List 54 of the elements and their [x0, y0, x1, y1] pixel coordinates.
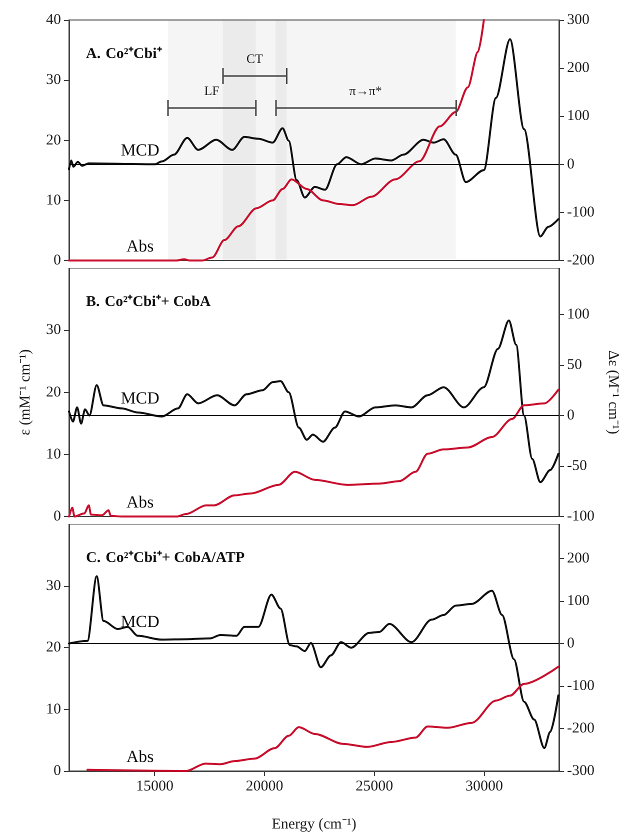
y-tick-label: 10 — [46, 192, 61, 208]
y2-tick-label: 100 — [567, 592, 590, 609]
x-tick-label: 30000 — [466, 778, 504, 794]
y2-tick-label: 300 — [567, 12, 590, 28]
y2-tick-label: -100 — [567, 678, 594, 694]
y-tick-label: 10 — [46, 701, 61, 718]
y2-tick-label: -200 — [567, 252, 594, 268]
y-tick-label: 30 — [46, 578, 61, 594]
y2-tick-label: 0 — [567, 156, 574, 172]
band-label: CT — [246, 51, 263, 67]
x-tick-label: 20000 — [246, 778, 284, 794]
y2-tick-label: 0 — [567, 635, 574, 652]
line-series — [86, 666, 560, 772]
series-label: Abs — [126, 236, 154, 256]
text: B. Co²⁺Cbi⁺+ CobA — [86, 294, 211, 310]
y2-tick-label: 100 — [567, 306, 590, 322]
y2-tick-label: -100 — [567, 204, 594, 220]
y2-tick-label: 200 — [567, 60, 590, 76]
text: C. Co²⁺Cbi⁺+ CobA/ATP — [86, 550, 245, 566]
x-axis-title: Energy (cm⁻¹) — [272, 816, 356, 832]
series-label: Abs — [126, 747, 154, 766]
y2-tick-label: 200 — [567, 550, 590, 566]
y2-tick-label: -50 — [567, 458, 587, 474]
text: A. Co²⁺Cbi⁺ — [86, 46, 162, 62]
y-tick-label: 30 — [46, 322, 61, 338]
y2-axis-title: Δε (M⁻¹ cm⁻¹) — [604, 350, 621, 434]
x-tick-label: 25000 — [356, 778, 394, 794]
series-label: MCD — [120, 612, 160, 631]
y-axis-title: ε (mM⁻¹ cm⁻¹) — [18, 349, 34, 436]
band-label: LF — [204, 83, 220, 99]
y-tick-label: 20 — [46, 640, 61, 656]
y2-tick-label: 100 — [567, 108, 590, 124]
y2-tick-label: -200 — [567, 720, 594, 736]
y-tick-label: 0 — [54, 763, 61, 779]
y-tick-label: 40 — [46, 12, 61, 28]
y-tick-label: 10 — [46, 446, 61, 462]
y-tick-label: 20 — [46, 384, 61, 400]
x-tick-label: 15000 — [136, 778, 174, 794]
series-label: MCD — [120, 140, 160, 160]
line-series — [68, 38, 560, 238]
series-label: Abs — [126, 492, 154, 512]
y2-tick-label: -100 — [567, 508, 594, 524]
y2-tick-label: 50 — [567, 356, 582, 373]
line-series — [68, 575, 560, 750]
y2-tick-label: -300 — [567, 763, 594, 779]
y2-tick-label: 0 — [567, 407, 574, 424]
y-tick-label: 0 — [54, 252, 61, 268]
series-label: MCD — [120, 388, 160, 408]
y-tick-label: 20 — [46, 132, 61, 148]
y-tick-label: 30 — [46, 72, 61, 88]
band-label: π→π* — [349, 83, 382, 99]
line-series — [68, 320, 560, 484]
line-series — [68, 388, 560, 518]
y-tick-label: 0 — [54, 508, 61, 524]
